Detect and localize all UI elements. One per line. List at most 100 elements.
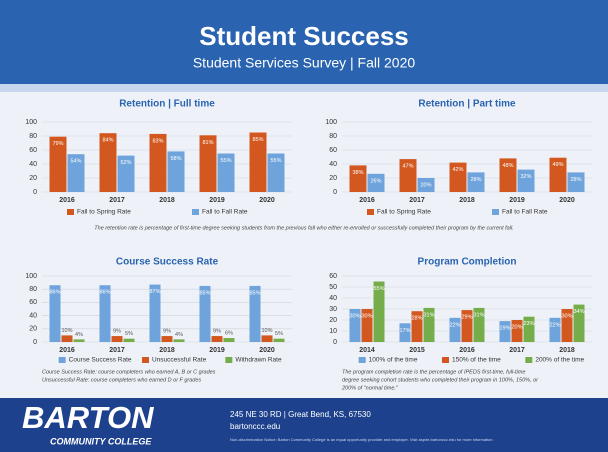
bar — [117, 155, 135, 192]
legend-label: Fall to Fall Rate — [202, 209, 248, 216]
value-label: 83% — [152, 138, 163, 144]
bar — [67, 154, 85, 192]
y-tick-label: 60 — [329, 273, 337, 280]
footer-logo-sub: COMMUNITY COLLEGE — [50, 436, 152, 446]
y-tick-label: 20 — [29, 175, 37, 182]
chart-note: Unsuccessful Rate: course completers who… — [42, 377, 201, 383]
bar — [111, 336, 123, 342]
x-tick-label: 2017 — [109, 197, 125, 204]
legend-label: Unsuccessful Rate — [152, 357, 207, 364]
value-label: 5% — [275, 331, 283, 337]
legend-swatch — [58, 357, 66, 363]
value-label: 20% — [420, 182, 431, 188]
legend-label: 100% of the time — [369, 357, 418, 364]
value-label: 84% — [102, 138, 113, 144]
bar — [511, 320, 523, 342]
chart-title: Retention | Full time — [119, 99, 215, 110]
bar — [549, 157, 567, 192]
legend-label: Course Success Rate — [69, 357, 132, 364]
value-label: 48% — [502, 163, 513, 169]
title: Student Success — [199, 21, 409, 51]
x-tick-label: 2020 — [259, 197, 275, 204]
value-label: 6% — [225, 330, 233, 336]
x-tick-label: 2018 — [159, 197, 175, 204]
legend-label: Fall to Fall Rate — [502, 209, 548, 216]
x-tick-label: 2019 — [209, 347, 225, 354]
legend-label: Fall to Spring Rate — [77, 209, 131, 216]
value-label: 17% — [399, 328, 410, 334]
y-tick-label: 20 — [29, 326, 37, 333]
subtitle: Student Services Survey | Fall 2020 — [193, 55, 416, 71]
x-tick-label: 2016 — [359, 197, 375, 204]
value-label: 4% — [75, 332, 83, 338]
legend-swatch — [225, 357, 233, 363]
value-label: 9% — [113, 329, 121, 335]
value-label: 22% — [449, 322, 460, 328]
value-label: 10% — [261, 328, 272, 334]
y-tick-label: 100 — [25, 119, 37, 126]
legend-label: Fall to Spring Rate — [377, 209, 431, 216]
bar — [517, 169, 535, 192]
bar — [373, 281, 385, 342]
value-label: 47% — [402, 164, 413, 170]
value-label: 22% — [549, 322, 560, 328]
footer-band — [0, 398, 608, 452]
value-label: 86% — [99, 290, 110, 296]
footer-logo: BARTON — [22, 400, 154, 435]
value-label: 42% — [452, 167, 463, 173]
value-label: 55% — [220, 158, 231, 164]
bar — [417, 178, 435, 192]
x-tick-label: 2014 — [359, 347, 375, 354]
bar — [149, 284, 161, 342]
legend-swatch — [358, 357, 366, 363]
value-label: 10% — [61, 328, 72, 334]
value-label: 34% — [573, 309, 584, 315]
value-label: 52% — [120, 160, 131, 166]
y-tick-label: 80 — [329, 133, 337, 140]
value-label: 28% — [470, 177, 481, 183]
value-label: 19% — [499, 326, 510, 332]
header-band — [0, 0, 608, 92]
y-tick-label: 10 — [329, 328, 337, 335]
bar — [499, 158, 517, 192]
bar — [349, 165, 367, 192]
bar — [73, 339, 85, 342]
y-tick-label: 40 — [29, 161, 37, 168]
legend-swatch — [192, 209, 199, 215]
footer-notice: Non-discrimination Notice: Barton Commun… — [230, 437, 494, 442]
x-tick-label: 2017 — [509, 347, 525, 354]
value-label: 87% — [149, 289, 160, 295]
y-tick-label: 100 — [25, 273, 37, 280]
bar — [467, 172, 485, 192]
bar — [549, 317, 561, 342]
bar — [567, 172, 585, 192]
bar — [349, 309, 361, 342]
value-label: 85% — [249, 290, 260, 296]
bar — [399, 323, 411, 342]
chart-note: The program completion rate is the perce… — [342, 369, 525, 375]
footer-url: bartonccc.edu — [230, 422, 280, 431]
bar — [367, 173, 385, 192]
value-label: 49% — [552, 162, 563, 168]
x-tick-label: 2017 — [109, 347, 125, 354]
bar — [173, 339, 185, 342]
legend-label: Withdrawn Rate — [235, 357, 282, 364]
value-label: 23% — [523, 321, 534, 327]
bar — [249, 132, 267, 192]
value-label: 32% — [520, 174, 531, 180]
bar — [411, 311, 423, 342]
y-tick-label: 40 — [329, 161, 337, 168]
value-label: 79% — [52, 141, 63, 147]
x-tick-label: 2018 — [459, 197, 475, 204]
bar — [399, 159, 417, 192]
x-tick-label: 2016 — [459, 347, 475, 354]
chart-note: Course Success Rate: course completers w… — [42, 369, 216, 375]
bar — [473, 307, 485, 342]
value-label: 30% — [361, 313, 372, 319]
bar — [267, 153, 285, 192]
legend-label: 200% of the time — [535, 357, 584, 364]
bar — [167, 151, 185, 192]
bar — [223, 338, 235, 342]
x-tick-label: 2018 — [559, 347, 575, 354]
